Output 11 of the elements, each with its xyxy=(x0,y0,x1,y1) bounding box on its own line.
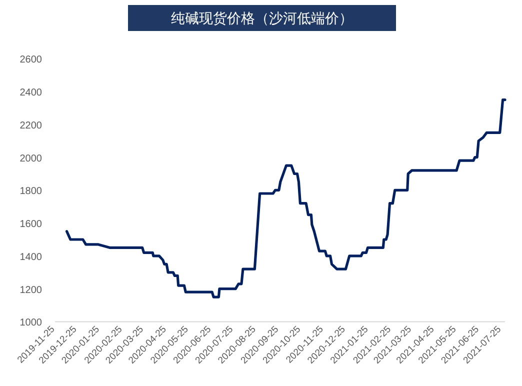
y-tick-label: 1400 xyxy=(20,252,42,263)
line-series xyxy=(65,98,506,298)
y-tick-label: 2600 xyxy=(20,54,42,66)
y-tick-label: 2000 xyxy=(20,153,42,164)
y-tick-label: 1200 xyxy=(20,284,42,296)
y-tick-label: 2400 xyxy=(20,88,42,99)
chart-title: 纯碱现货价格（沙河低端价） xyxy=(171,10,353,26)
y-tick-label: 2200 xyxy=(20,120,42,132)
y-tick-label: 1600 xyxy=(20,219,42,230)
y-tick-label: 1000 xyxy=(20,318,42,329)
y-tick-label: 1800 xyxy=(20,186,42,198)
